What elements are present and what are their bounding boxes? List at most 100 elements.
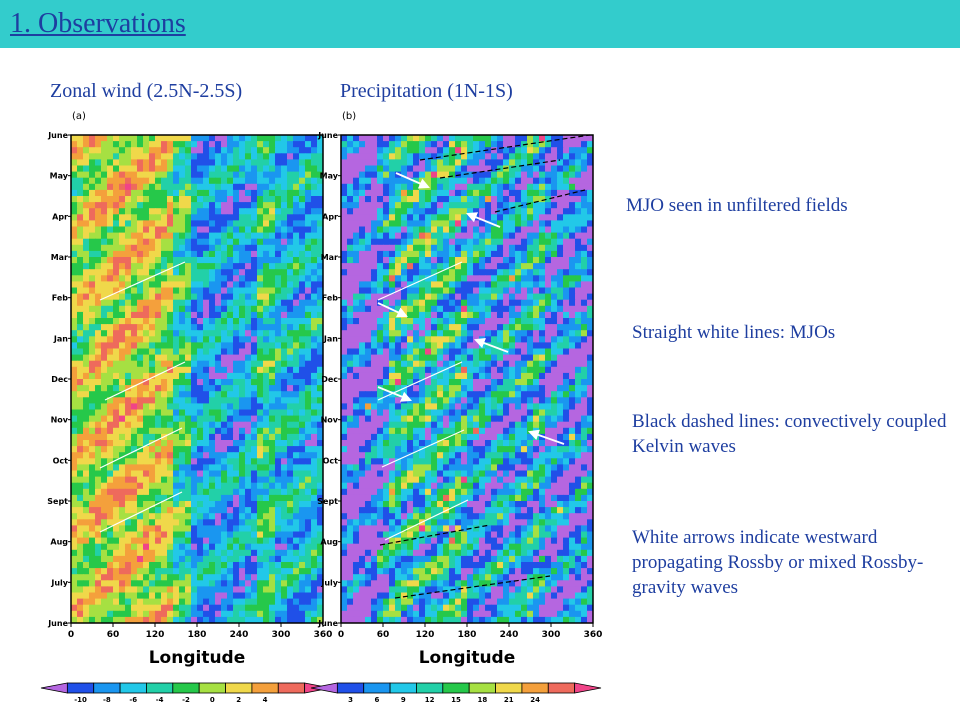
panel-a-ytick-label: Mar <box>51 253 68 262</box>
panel-b-ytick-label: July <box>320 578 338 587</box>
colorbar-b-label: 24 <box>530 696 540 704</box>
panel-b-label: (b) <box>342 111 357 122</box>
panel-b-xtick-label: 0 <box>338 630 344 640</box>
panel-b-ytick-label: June <box>317 131 338 140</box>
colorbar-b-segment <box>336 682 365 694</box>
panel-b-xtick-label: 60 <box>377 630 390 640</box>
panel-a-xtick-label: 360 <box>314 630 333 640</box>
mjo-line <box>99 491 183 533</box>
colorbar-a-label: 2 <box>236 696 241 704</box>
panel-b-heatmap <box>341 135 593 623</box>
panel-a-xtick-label: 240 <box>230 630 249 640</box>
colorbar-b-segment <box>389 682 417 694</box>
colorbar-a-segment <box>251 682 279 694</box>
panel-b-xtick-label: 240 <box>500 630 519 640</box>
colorbar-b-segment <box>416 682 444 694</box>
axes: 0 60 120 180 240 300 360 Longitude June July Aug Se… <box>47 131 602 668</box>
panel-a-xtick-label: 60 <box>107 630 120 640</box>
panel-b-ytick-label: May <box>320 172 339 181</box>
panel-b-ytick-label: Nov <box>321 416 339 425</box>
colorbar-b-segment <box>574 682 602 694</box>
panel-a-xtick-label: 120 <box>146 630 165 640</box>
colorbar-a-label: -4 <box>156 696 164 704</box>
mjo-line <box>384 499 469 541</box>
colorbar-a-label: -2 <box>182 696 190 704</box>
colorbar-b-label: 9 <box>401 696 406 704</box>
colorbar-a-segment <box>40 682 68 694</box>
colorbar-a-segment <box>93 682 121 694</box>
rossby-wave-arrow <box>527 429 565 445</box>
rossby-wave-arrow <box>465 212 501 228</box>
kelvin-wave-line <box>419 134 591 161</box>
colorbar-a-segment <box>225 682 253 694</box>
colorbar-a-segment <box>66 682 95 694</box>
panel-b-ytick-label: Dec <box>321 375 338 384</box>
panel-b-ytick-label: Feb <box>322 294 339 303</box>
mjo-line <box>99 427 183 469</box>
colorbar-b-label: 18 <box>477 696 487 704</box>
colorbars: -10 -8 -6 -4 -2 0 2 4 3 6 9 12 15 18 21 24 <box>40 682 602 704</box>
panel-b-xtick-label: 120 <box>416 630 435 640</box>
colorbar-a-label: -8 <box>103 696 111 704</box>
colorbar-a-label: -6 <box>129 696 137 704</box>
panel-b-xtick-label: 360 <box>584 630 603 640</box>
colorbar-b-segment <box>468 682 496 694</box>
colorbar-b-segment <box>521 682 549 694</box>
colorbar-a-segment <box>198 682 226 694</box>
panel-a-ytick-label: May <box>50 172 69 181</box>
note-white-arrows: White arrows indicate westward propagati… <box>632 527 924 598</box>
note-mjo-unfiltered: MJO seen in unfiltered fields <box>626 195 848 216</box>
rossby-wave-arrow <box>395 172 430 189</box>
panel-a-ytick-label: Sept <box>47 497 68 506</box>
kelvin-wave-line <box>394 575 551 599</box>
colorbar-b-label: 21 <box>504 696 514 704</box>
panel-a-ytick-label: Apr <box>52 212 68 221</box>
panel-a-label: (a) <box>72 111 86 122</box>
panel-a-ytick-label: July <box>50 578 68 587</box>
colorbar-a-label: 0 <box>210 696 215 704</box>
panel-a-ytick-label: June <box>47 131 68 140</box>
panel-b-ytick-label: Sept <box>317 497 338 506</box>
annotation-overlays <box>99 134 591 599</box>
colorbar-b-label: 15 <box>451 696 461 704</box>
colorbar-a-segment <box>146 682 174 694</box>
rossby-wave-arrow <box>377 302 408 318</box>
note-white-lines: Straight white lines: MJOs <box>632 322 836 343</box>
colorbar-a-label: -10 <box>74 696 87 704</box>
panel-b-ytick-label: Oct <box>323 456 339 465</box>
mjo-line <box>377 261 463 301</box>
note-dashed-lines: Black dashed lines: convectively coupled… <box>632 411 947 457</box>
colorbar-b-segment <box>495 682 523 694</box>
title-bar <box>0 0 960 48</box>
panel-a-xlabel: Longitude <box>149 648 246 668</box>
panel-b-title: Precipitation (1N-1S) <box>340 80 513 102</box>
slide-title: 1. Observations <box>10 8 186 39</box>
colorbar-b-segment <box>442 682 470 694</box>
panel-a-xtick-label: 180 <box>188 630 207 640</box>
rossby-wave-arrow <box>377 386 413 402</box>
panel-b-ytick-label: Jan <box>323 334 338 343</box>
panel-b-xlabel: Longitude <box>419 648 516 668</box>
panel-b-ytick-label: June <box>317 619 338 628</box>
mjo-line <box>381 429 465 468</box>
colorbar-a-label: 4 <box>263 696 268 704</box>
colorbar-b-label: 6 <box>374 696 379 704</box>
panel-a-ytick-label: Nov <box>51 416 69 425</box>
panel-a-xtick-label: 300 <box>272 630 291 640</box>
colorbar-b-segment <box>310 682 338 694</box>
colorbar-a-segment <box>172 682 200 694</box>
panel-a-ytick-label: Dec <box>51 375 68 384</box>
panel-a-ytick-label: June <box>47 619 68 628</box>
mjo-line <box>99 261 186 301</box>
panel-a-xtick-label: 0 <box>68 630 74 640</box>
colorbar-a-segment <box>119 682 147 694</box>
panel-a-ytick-label: Aug <box>50 538 68 547</box>
colorbar-a-segment <box>277 682 306 694</box>
colorbar-b-segment <box>363 682 391 694</box>
panel-b-ytick-label: Apr <box>322 212 338 221</box>
kelvin-wave-line <box>379 524 491 546</box>
panel-b-ytick-label: Aug <box>320 538 338 547</box>
panel-b-xtick-label: 300 <box>542 630 561 640</box>
mjo-line <box>104 361 186 401</box>
